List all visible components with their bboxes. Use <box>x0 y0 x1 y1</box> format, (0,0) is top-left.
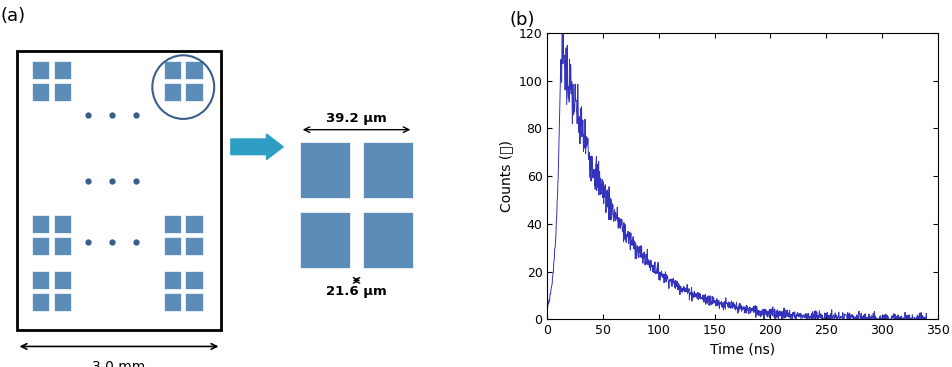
Bar <box>363 212 413 268</box>
Bar <box>53 293 70 311</box>
Bar <box>16 51 221 330</box>
Text: 3.0 mm: 3.0 mm <box>92 360 146 367</box>
Bar <box>164 83 181 101</box>
Y-axis label: Counts (건): Counts (건) <box>499 140 513 212</box>
X-axis label: Time (ns): Time (ns) <box>710 343 775 357</box>
Text: (a): (a) <box>1 7 26 25</box>
FancyArrow shape <box>230 134 283 160</box>
Bar <box>32 293 50 311</box>
Bar <box>32 61 50 79</box>
Bar <box>164 215 181 233</box>
Bar <box>164 237 181 255</box>
Bar <box>186 293 203 311</box>
Bar <box>186 61 203 79</box>
Bar <box>32 83 50 101</box>
Text: 21.6 μm: 21.6 μm <box>327 285 387 298</box>
Bar <box>32 237 50 255</box>
Bar <box>53 61 70 79</box>
Bar <box>53 237 70 255</box>
Bar <box>53 215 70 233</box>
Bar <box>164 61 181 79</box>
Bar <box>32 215 50 233</box>
Bar <box>164 293 181 311</box>
Bar <box>186 271 203 289</box>
Text: 39.2 μm: 39.2 μm <box>327 112 387 125</box>
Bar <box>53 83 70 101</box>
Bar <box>186 83 203 101</box>
Bar <box>164 271 181 289</box>
Bar <box>300 142 350 198</box>
Bar <box>53 271 70 289</box>
Bar <box>300 212 350 268</box>
Bar <box>363 142 413 198</box>
Bar <box>186 237 203 255</box>
Bar <box>32 271 50 289</box>
Bar <box>186 215 203 233</box>
Text: (b): (b) <box>509 11 535 29</box>
